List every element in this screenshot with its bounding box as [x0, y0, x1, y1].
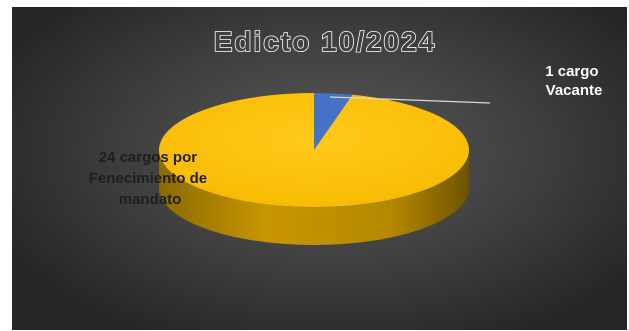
callout-leader-line — [329, 96, 491, 104]
pie-chart: Edicto 10/2024 1 cargo Vacante 24 cargos… — [89, 25, 603, 245]
chart-area: Edicto 10/2024 1 cargo Vacante 24 cargos… — [12, 7, 627, 330]
pie-side-wall — [159, 150, 469, 245]
pie-slice-fenecimiento — [159, 93, 470, 207]
slice-label-fenecimiento: 24 cargos por Fenecimiento de mandato — [89, 149, 212, 208]
pie-slice-vacante — [314, 93, 353, 150]
chart-title: Edicto 10/2024 — [214, 26, 437, 57]
slice-label-vacante: 1 cargo Vacante — [545, 63, 603, 99]
